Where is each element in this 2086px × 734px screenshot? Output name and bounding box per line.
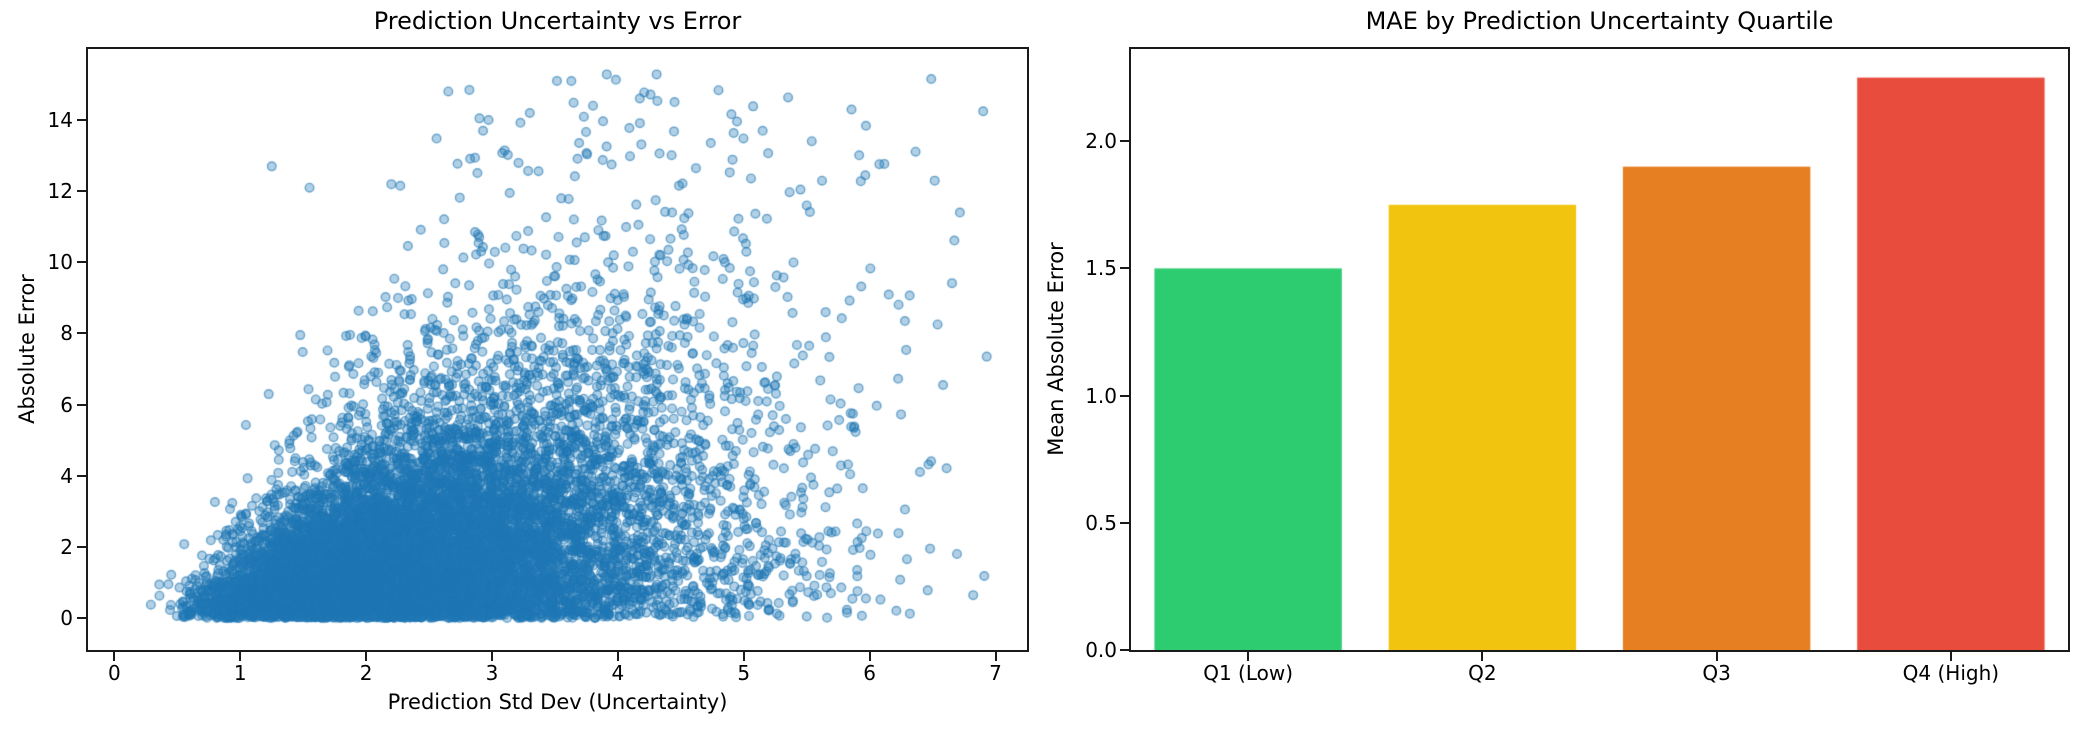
scatter-xtick-4-label: 4 — [611, 661, 625, 685]
bar-ytick-0-label: 0.0 — [1085, 638, 1117, 662]
bar-ytick-3-mark — [1120, 267, 1129, 270]
bar-ytick-1-label: 0.5 — [1085, 510, 1117, 535]
scatter-xtick-3-mark — [491, 652, 494, 661]
bar-xtick-0-mark — [1247, 652, 1250, 661]
scatter-xtick-2-mark — [365, 652, 368, 661]
bar-xtick-0-label: Q1 (Low) — [1203, 661, 1294, 685]
bar-title: MAE by Prediction Uncertainty Quartile — [1365, 7, 1834, 35]
scatter-ytick-3-mark — [77, 403, 86, 406]
scatter-xtick-6-mark — [868, 652, 871, 661]
scatter-ytick-1-label: 2 — [60, 534, 73, 559]
scatter-ytick-4-mark — [77, 332, 86, 335]
scatter-ytick-7-label: 14 — [47, 108, 73, 133]
bar-axes — [1129, 47, 2070, 652]
scatter-xtick-7-label: 7 — [989, 661, 1002, 685]
scatter-xtick-1-mark — [239, 652, 242, 661]
scatter-ytick-7-mark — [77, 119, 86, 122]
bar-xtick-1-label: Q2 — [1468, 661, 1497, 685]
scatter-ytick-0-label: 0 — [60, 605, 73, 630]
bar-plot-canvas — [1131, 49, 2068, 650]
bar-ytick-3-label: 1.5 — [1085, 256, 1117, 281]
scatter-ytick-3-label: 6 — [60, 392, 73, 417]
bar-xtick-2-mark — [1715, 652, 1718, 661]
scatter-xtick-6-label: 6 — [863, 661, 877, 685]
bar-xtick-1-mark — [1481, 652, 1484, 661]
scatter-xtick-0-label: 0 — [108, 661, 121, 685]
bar-xtick-2-label: Q3 — [1702, 661, 1731, 685]
bar-ytick-2-mark — [1120, 394, 1129, 397]
scatter-xtick-4-mark — [616, 652, 619, 661]
scatter-xtick-1-label: 1 — [233, 661, 247, 685]
scatter-ytick-6-mark — [77, 190, 86, 193]
scatter-ytick-2-mark — [77, 474, 86, 477]
scatter-xtick-3-label: 3 — [485, 661, 499, 685]
scatter-xtick-5-label: 5 — [737, 661, 751, 685]
scatter-ytick-0-mark — [77, 616, 86, 619]
scatter-xaxis-label: Prediction Std Dev (Uncertainty) — [387, 690, 728, 714]
bar-xtick-3-mark — [1949, 652, 1952, 661]
scatter-ytick-1-mark — [77, 545, 86, 548]
scatter-title: Prediction Uncertainty vs Error — [373, 7, 742, 35]
scatter-ytick-2-label: 4 — [60, 463, 73, 488]
bar-ytick-1-mark — [1120, 521, 1129, 524]
bar-ytick-4-label: 2.0 — [1085, 129, 1117, 154]
scatter-axes — [86, 47, 1029, 652]
scatter-ytick-5-label: 10 — [47, 250, 73, 275]
scatter-ytick-4-label: 8 — [60, 321, 73, 346]
bar-ytick-2-label: 1.0 — [1085, 383, 1117, 408]
scatter-xtick-7-mark — [994, 652, 997, 661]
scatter-xtick-5-mark — [742, 652, 745, 661]
scatter-ytick-6-label: 12 — [47, 179, 73, 204]
bar-xtick-3-label: Q4 (High) — [1902, 661, 2000, 685]
scatter-ytick-5-mark — [77, 261, 86, 264]
bar-ytick-4-mark — [1120, 140, 1129, 143]
scatter-xtick-0-mark — [113, 652, 116, 661]
scatter-xtick-2-label: 2 — [359, 661, 373, 685]
scatter-plot-canvas — [88, 49, 1027, 650]
bar-ytick-0-mark — [1120, 649, 1129, 651]
